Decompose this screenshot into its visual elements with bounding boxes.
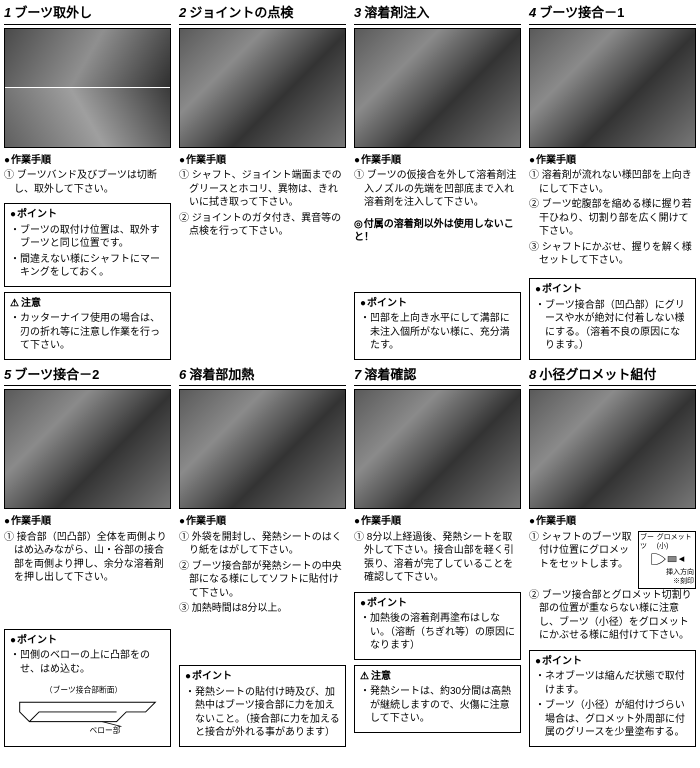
procedure-list: ① ブーツバンド及びブーツは切断し、取外して下さい。 — [4, 169, 171, 198]
step-1: 1 ブーツ取外し 作業手順 ① ブーツバンド及びブーツは切断し、取外して下さい。… — [4, 4, 171, 360]
point-label: ポイント — [10, 634, 165, 648]
point-box: ポイント ・発熱シートの貼付け時及び、加熱中はブーツ接合部に力を加えないこと。（… — [179, 665, 346, 747]
step-7: 7 溶着確認 作業手順 ① 8分以上経過後、発熱シートを取外して下さい。接合山部… — [354, 366, 521, 747]
step-title: 2 ジョイントの点検 — [179, 4, 346, 25]
procedure-label: 作業手順 — [179, 515, 346, 529]
step-title: 8 小径グロメット組付 — [529, 366, 696, 387]
procedure-item: ② ブーツ蛇腹部を縮める様に握り若干ひねり、切割り部を広く開けて下さい。 — [529, 198, 696, 239]
caution-box: 注意 ・カッターナイフ使用の場合は、刃の折れ等に注意し作業を行って下さい。 — [4, 292, 171, 360]
procedure-item: ② ブーツ接合部が発熱シートの中央部になる様にしてソフトに貼付けて下さい。 — [179, 560, 346, 601]
procedure-label: 作業手順 — [529, 154, 696, 168]
step-title: 4 ブーツ接合－1 — [529, 4, 696, 25]
procedure-list: ② ブーツ接合部とグロメット切割り部の位置が重ならない様に注意し、ブーツ（小径）… — [529, 589, 696, 645]
point-item: ・ネオブーツは縮んだ状態で取付けます。 — [535, 670, 690, 697]
procedure-list: ① 8分以上経過後、発熱シートを取外して下さい。接合山部を軽く引張り、溶着が完了… — [354, 531, 521, 587]
svg-text:（ブーツ接合部断面）: （ブーツ接合部断面） — [45, 685, 122, 695]
instruction-photo — [354, 28, 521, 148]
procedure-item: ① ブーツの仮接合を外して溶着剤注入ノズルの先端を凹部底まで入れ溶着剤を注入して… — [354, 169, 521, 210]
instruction-photo — [179, 389, 346, 509]
procedure-label: 作業手順 — [354, 154, 521, 168]
procedure-item: ① シャフト、ジョイント端面までのグリースとホコリ、異物は、きれいに拭き取って下… — [179, 169, 346, 210]
procedure-label: 作業手順 — [529, 515, 696, 529]
cross-section-diagram: （ブーツ接合部断面） ベロー部 — [10, 682, 165, 737]
point-item: ・加熱後の溶着剤再塗布はしない。（溶断（ちぎれ等）の原因になります） — [360, 612, 515, 653]
procedure-item: ① 8分以上経過後、発熱シートを取外して下さい。接合山部を軽く引張り、溶着が完了… — [354, 531, 521, 585]
step-title: 7 溶着確認 — [354, 366, 521, 387]
procedure-list: ① 外袋を開封し、発熱シートのはくり紙をはがして下さい。 ② ブーツ接合部が発熱… — [179, 531, 346, 618]
point-item: ・ブーツ接合部（凹凸部）にグリースや水が絶対に付着しない様にする。（溶着不良の原… — [535, 299, 690, 353]
point-label: ポイント — [360, 297, 515, 311]
procedure-item: ② ブーツ接合部とグロメット切割り部の位置が重ならない様に注意し、ブーツ（小径）… — [529, 589, 696, 643]
caution-item: ・発熱シートは、約30分間は高熱が継続しますので、火傷に注意して下さい。 — [360, 685, 515, 726]
point-box: ポイント ・ブーツの取付け位置は、取外すブーツと同じ位置です。 ・間違えない様に… — [4, 203, 171, 287]
procedure-list: ① シャフトのブーツ取付け位置にグロメットをセットします。 — [529, 531, 634, 589]
inset-diagram: ブーツグロメット(小) 挿入方向 ※刻印 — [638, 531, 696, 589]
point-box: ポイント ・凹側のベローの上に凸部をのせ、はめ込む。 （ブーツ接合部断面） ベロ… — [4, 629, 171, 747]
instruction-photo — [179, 28, 346, 148]
point-box: ポイント ・凹部を上向き水平にして溝部に未注入個所がない様に、充分満たす。 — [354, 292, 521, 360]
step-title: 3 溶着剤注入 — [354, 4, 521, 25]
step-2: 2 ジョイントの点検 作業手順 ① シャフト、ジョイント端面までのグリースとホコ… — [179, 4, 346, 360]
point-item: ・間違えない様にシャフトにマーキングをしておく。 — [10, 253, 165, 280]
procedure-item: ① シャフトのブーツ取付け位置にグロメットをセットします。 — [529, 531, 634, 572]
procedure-item: ③ シャフトにかぶせ、握りを解く様セットして下さい。 — [529, 241, 696, 268]
caution-label: 注意 — [360, 670, 515, 684]
caution-label: 注意 — [10, 297, 165, 311]
step-title: 1 ブーツ取外し — [4, 4, 171, 25]
instruction-photo — [4, 389, 171, 509]
procedure-label: 作業手順 — [4, 515, 171, 529]
step-8: 8 小径グロメット組付 作業手順 ① シャフトのブーツ取付け位置にグロメットをセ… — [529, 366, 696, 747]
instruction-photo — [4, 28, 171, 148]
caution-item: ・カッターナイフ使用の場合は、刃の折れ等に注意し作業を行って下さい。 — [10, 312, 165, 353]
point-box: ポイント ・ネオブーツは縮んだ状態で取付けます。 ・ブーツ（小径）が組付けづらい… — [529, 650, 696, 747]
procedure-list: ① ブーツの仮接合を外して溶着剤注入ノズルの先端を凹部底まで入れ溶着剤を注入して… — [354, 169, 521, 212]
instruction-photo — [529, 389, 696, 509]
step-5: 5 ブーツ接合－2 作業手順 ① 接合部（凹凸部）全体を両側よりはめ込みながら、… — [4, 366, 171, 747]
point-box: ポイント ・加熱後の溶着剤再塗布はしない。（溶断（ちぎれ等）の原因になります） — [354, 592, 521, 660]
point-item: ・ブーツの取付け位置は、取外すブーツと同じ位置です。 — [10, 224, 165, 251]
point-item: ・発熱シートの貼付け時及び、加熱中はブーツ接合部に力を加えないこと。（接合部に力… — [185, 686, 340, 740]
step-title: 6 溶着部加熱 — [179, 366, 346, 387]
procedure-label: 作業手順 — [4, 154, 171, 168]
point-label: ポイント — [360, 597, 515, 611]
procedure-item: ② ジョイントのガタ付き、異音等の点検を行って下さい。 — [179, 212, 346, 239]
caution-box: 注意 ・発熱シートは、約30分間は高熱が継続しますので、火傷に注意して下さい。 — [354, 665, 521, 733]
step-title: 5 ブーツ接合－2 — [4, 366, 171, 387]
point-item: ・ブーツ（小径）が組付けづらい場合は、グロメット外周部に付属のグリースを少量塗布… — [535, 699, 690, 740]
procedure-label: 作業手順 — [354, 515, 521, 529]
step-3: 3 溶着剤注入 作業手順 ① ブーツの仮接合を外して溶着剤注入ノズルの先端を凹部… — [354, 4, 521, 360]
svg-text:ベロー部: ベロー部 — [89, 725, 120, 735]
instruction-photo — [354, 389, 521, 509]
procedure-item: ① 外袋を開封し、発熱シートのはくり紙をはがして下さい。 — [179, 531, 346, 558]
procedure-item: ① 接合部（凹凸部）全体を両側よりはめ込みながら、山・谷部の接合部を両側より押し… — [4, 531, 171, 585]
procedure-item: ① ブーツバンド及びブーツは切断し、取外して下さい。 — [4, 169, 171, 196]
procedure-item: ① 溶着剤が流れない様凹部を上向きにして下さい。 — [529, 169, 696, 196]
point-label: ポイント — [535, 283, 690, 297]
procedure-list: ① 接合部（凹凸部）全体を両側よりはめ込みながら、山・谷部の接合部を両側より押し… — [4, 531, 171, 587]
strong-note: 付属の溶着剤以外は使用しないこと！ — [354, 218, 521, 245]
point-label: ポイント — [535, 655, 690, 669]
point-label: ポイント — [10, 208, 165, 222]
step-6: 6 溶着部加熱 作業手順 ① 外袋を開封し、発熱シートのはくり紙をはがして下さい… — [179, 366, 346, 747]
step-4: 4 ブーツ接合－1 作業手順 ① 溶着剤が流れない様凹部を上向きにして下さい。 … — [529, 4, 696, 360]
instruction-photo — [529, 28, 696, 148]
procedure-list: ① 溶着剤が流れない様凹部を上向きにして下さい。 ② ブーツ蛇腹部を縮める様に握… — [529, 169, 696, 270]
point-box: ポイント ・ブーツ接合部（凹凸部）にグリースや水が絶対に付着しない様にする。（溶… — [529, 278, 696, 360]
point-item: ・凹側のベローの上に凸部をのせ、はめ込む。 — [10, 649, 165, 676]
point-label: ポイント — [185, 670, 340, 684]
procedure-label: 作業手順 — [179, 154, 346, 168]
point-item: ・凹部を上向き水平にして溝部に未注入個所がない様に、充分満たす。 — [360, 312, 515, 353]
procedure-list: ① シャフト、ジョイント端面までのグリースとホコリ、異物は、きれいに拭き取って下… — [179, 169, 346, 241]
procedure-item: ③ 加熱時間は8分以上。 — [179, 602, 346, 616]
